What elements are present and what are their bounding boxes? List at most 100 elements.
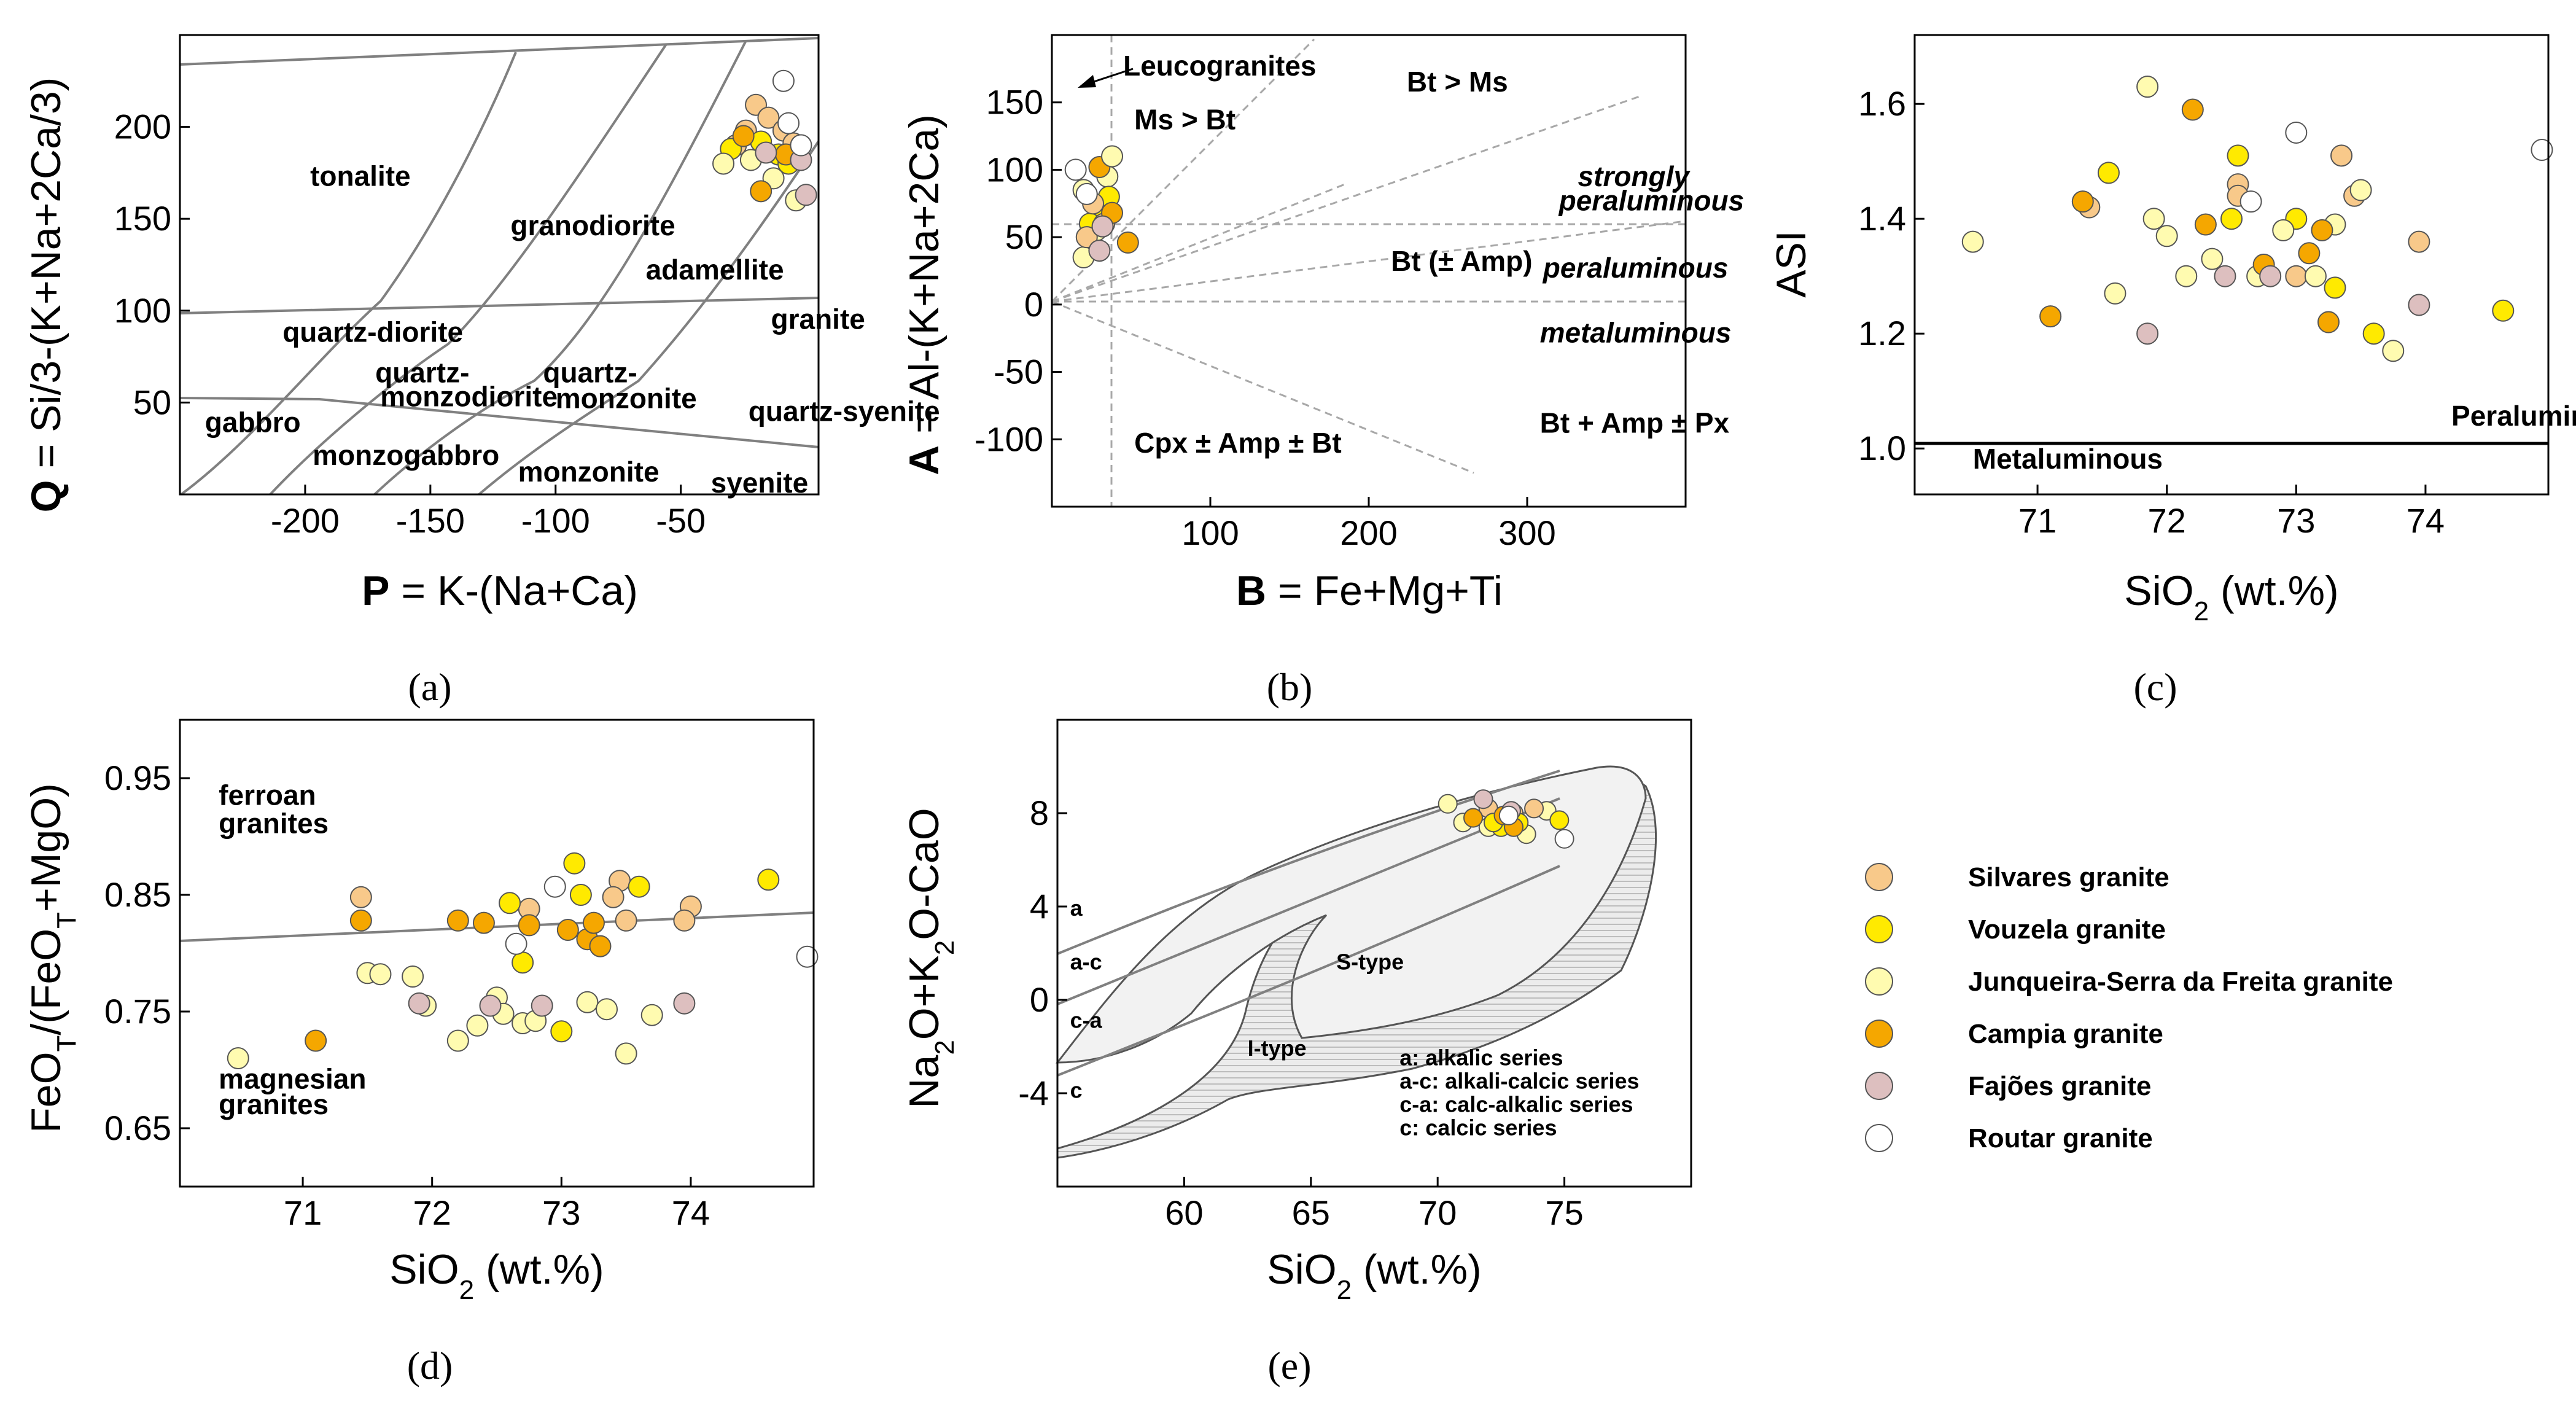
e-data-point bbox=[1524, 798, 1544, 819]
c-data-point bbox=[2311, 219, 2333, 241]
c-data-point bbox=[2136, 76, 2159, 98]
d-x-tick-label: 72 bbox=[413, 1193, 451, 1232]
c-data-point bbox=[2349, 179, 2372, 201]
e-field-label: a-c bbox=[1070, 950, 1102, 975]
b-field-label: Bt > Ms bbox=[1407, 66, 1508, 98]
c-data-point bbox=[2304, 265, 2327, 287]
panel-b-label: (b) bbox=[1267, 665, 1313, 709]
d-data-point bbox=[466, 1014, 489, 1037]
c-data-point bbox=[2285, 265, 2308, 287]
a-field-label: tonalite bbox=[310, 160, 411, 192]
e-field-label: c: calcic series bbox=[1399, 1115, 1557, 1140]
a-field-label: monzonite bbox=[556, 382, 697, 414]
d-data-point bbox=[796, 945, 819, 968]
c-y-tick-label: 1.6 bbox=[1858, 84, 1906, 123]
panel-c-points bbox=[1961, 76, 2553, 362]
panel-c: Peraluminous Metaluminous 71 72 73 74 1.0 1.2 1… bbox=[1768, 34, 2576, 709]
d-data-point bbox=[757, 868, 780, 891]
panel-e-ticks: 60 65 70 75 -4 0 4 8 bbox=[1018, 794, 1584, 1232]
b-field-label: Bt + Amp ± Px bbox=[1540, 407, 1730, 439]
d-y-tick-label: 0.65 bbox=[104, 1109, 171, 1147]
e-field-label: S-type bbox=[1336, 950, 1404, 975]
d-data-point bbox=[576, 991, 599, 1013]
a-boundary-adamellite bbox=[373, 40, 747, 496]
b-boundary-strongly-per bbox=[1051, 95, 1640, 303]
legend-marker bbox=[1865, 863, 1893, 891]
panel-e-plot-frame bbox=[1056, 719, 1692, 1188]
panel-c-x-axis-label: SiO2 (wt.%) bbox=[2124, 567, 2338, 626]
a-field-label: quartz- bbox=[375, 356, 469, 388]
panel-e: a a-c c-a c S-type I-type a: alkalic seriesa-c… bbox=[901, 719, 1692, 1387]
c-data-point bbox=[2142, 208, 2165, 230]
c-field-label: Metaluminous bbox=[1973, 443, 2163, 475]
e-data-point bbox=[1473, 789, 1493, 809]
d-field-label: granites bbox=[219, 807, 329, 839]
a-field-label: monzogabbro bbox=[313, 439, 499, 471]
panel-a-label: (a) bbox=[408, 665, 451, 709]
a-data-point bbox=[750, 180, 772, 203]
e-series-line-a bbox=[1057, 770, 1560, 955]
panel-e-fields-and-series bbox=[1055, 765, 1657, 1159]
c-x-tick-label: 74 bbox=[2407, 501, 2445, 540]
panel-c-plot-frame bbox=[1913, 34, 2550, 496]
d-data-point bbox=[305, 1029, 327, 1052]
d-data-point bbox=[479, 994, 502, 1017]
b-data-point bbox=[1088, 240, 1111, 262]
c-data-point bbox=[2136, 322, 2159, 345]
panel-c-label: (c) bbox=[2133, 665, 2177, 709]
a-data-point bbox=[772, 69, 795, 92]
d-data-point bbox=[615, 909, 637, 932]
panel-d-label: (d) bbox=[407, 1344, 453, 1387]
panel-a-y-axis-label: Q = Si/3-(K+Na+2Ca/3) bbox=[23, 77, 69, 513]
c-data-point bbox=[2531, 139, 2553, 161]
panel-d-boundaries bbox=[179, 911, 814, 942]
c-data-point bbox=[2181, 98, 2204, 121]
a-field-label: quartz-syenite bbox=[749, 395, 940, 427]
a-field-label: granodiorite bbox=[510, 209, 675, 241]
c-data-point bbox=[2259, 265, 2282, 287]
a-field-label: monzonite bbox=[518, 456, 660, 488]
panel-a-plot-frame bbox=[179, 34, 820, 496]
d-data-point bbox=[615, 1042, 637, 1065]
c-data-point bbox=[2324, 276, 2346, 299]
legend-marker bbox=[1865, 1020, 1893, 1048]
c-field-label: Peraluminous bbox=[2451, 400, 2576, 432]
d-data-point bbox=[673, 992, 696, 1015]
b-boundary-per-met bbox=[1051, 220, 1686, 303]
a-x-tick-label: -50 bbox=[656, 501, 706, 540]
d-data-point bbox=[628, 875, 650, 898]
c-data-point bbox=[2155, 225, 2178, 248]
c-data-point bbox=[2239, 190, 2262, 213]
legend-label: Campia granite bbox=[1968, 1019, 2163, 1049]
c-y-tick-label: 1.0 bbox=[1858, 429, 1906, 467]
a-data-point bbox=[777, 112, 800, 135]
c-data-point bbox=[2071, 190, 2094, 213]
c-data-point bbox=[1961, 230, 1984, 253]
b-field-label: Cpx ± Amp ± Bt bbox=[1134, 427, 1342, 459]
c-data-point bbox=[2039, 305, 2062, 328]
d-field-label: ferroan bbox=[219, 779, 316, 811]
c-x-tick-label: 72 bbox=[2148, 501, 2186, 540]
a-field-label: monzodiorite bbox=[380, 380, 558, 412]
c-data-point bbox=[2382, 340, 2405, 362]
panel-e-field-labels: a a-c c-a c S-type I-type a: alkalic seriesa-c… bbox=[1070, 895, 1640, 1140]
a-y-tick-label: 200 bbox=[114, 107, 171, 146]
d-data-point bbox=[518, 914, 540, 937]
e-data-point bbox=[1463, 808, 1483, 828]
panel-b-points bbox=[1064, 145, 1139, 269]
e-y-tick-label: 8 bbox=[1030, 794, 1049, 832]
c-data-point bbox=[2097, 162, 2120, 184]
d-data-point bbox=[531, 994, 553, 1017]
e-series-line-ca bbox=[1057, 865, 1560, 1077]
a-boundary-top bbox=[179, 37, 819, 66]
b-data-point bbox=[1075, 226, 1098, 249]
e-y-tick-label: -4 bbox=[1018, 1074, 1049, 1112]
legend-label: Fajões granite bbox=[1968, 1071, 2151, 1101]
d-data-point bbox=[402, 965, 424, 988]
a-x-tick-label: -150 bbox=[396, 501, 465, 540]
d-field-label: granites bbox=[219, 1088, 329, 1120]
c-data-point bbox=[2492, 299, 2515, 322]
d-y-tick-label: 0.95 bbox=[104, 759, 171, 797]
legend-marker bbox=[1865, 967, 1893, 996]
